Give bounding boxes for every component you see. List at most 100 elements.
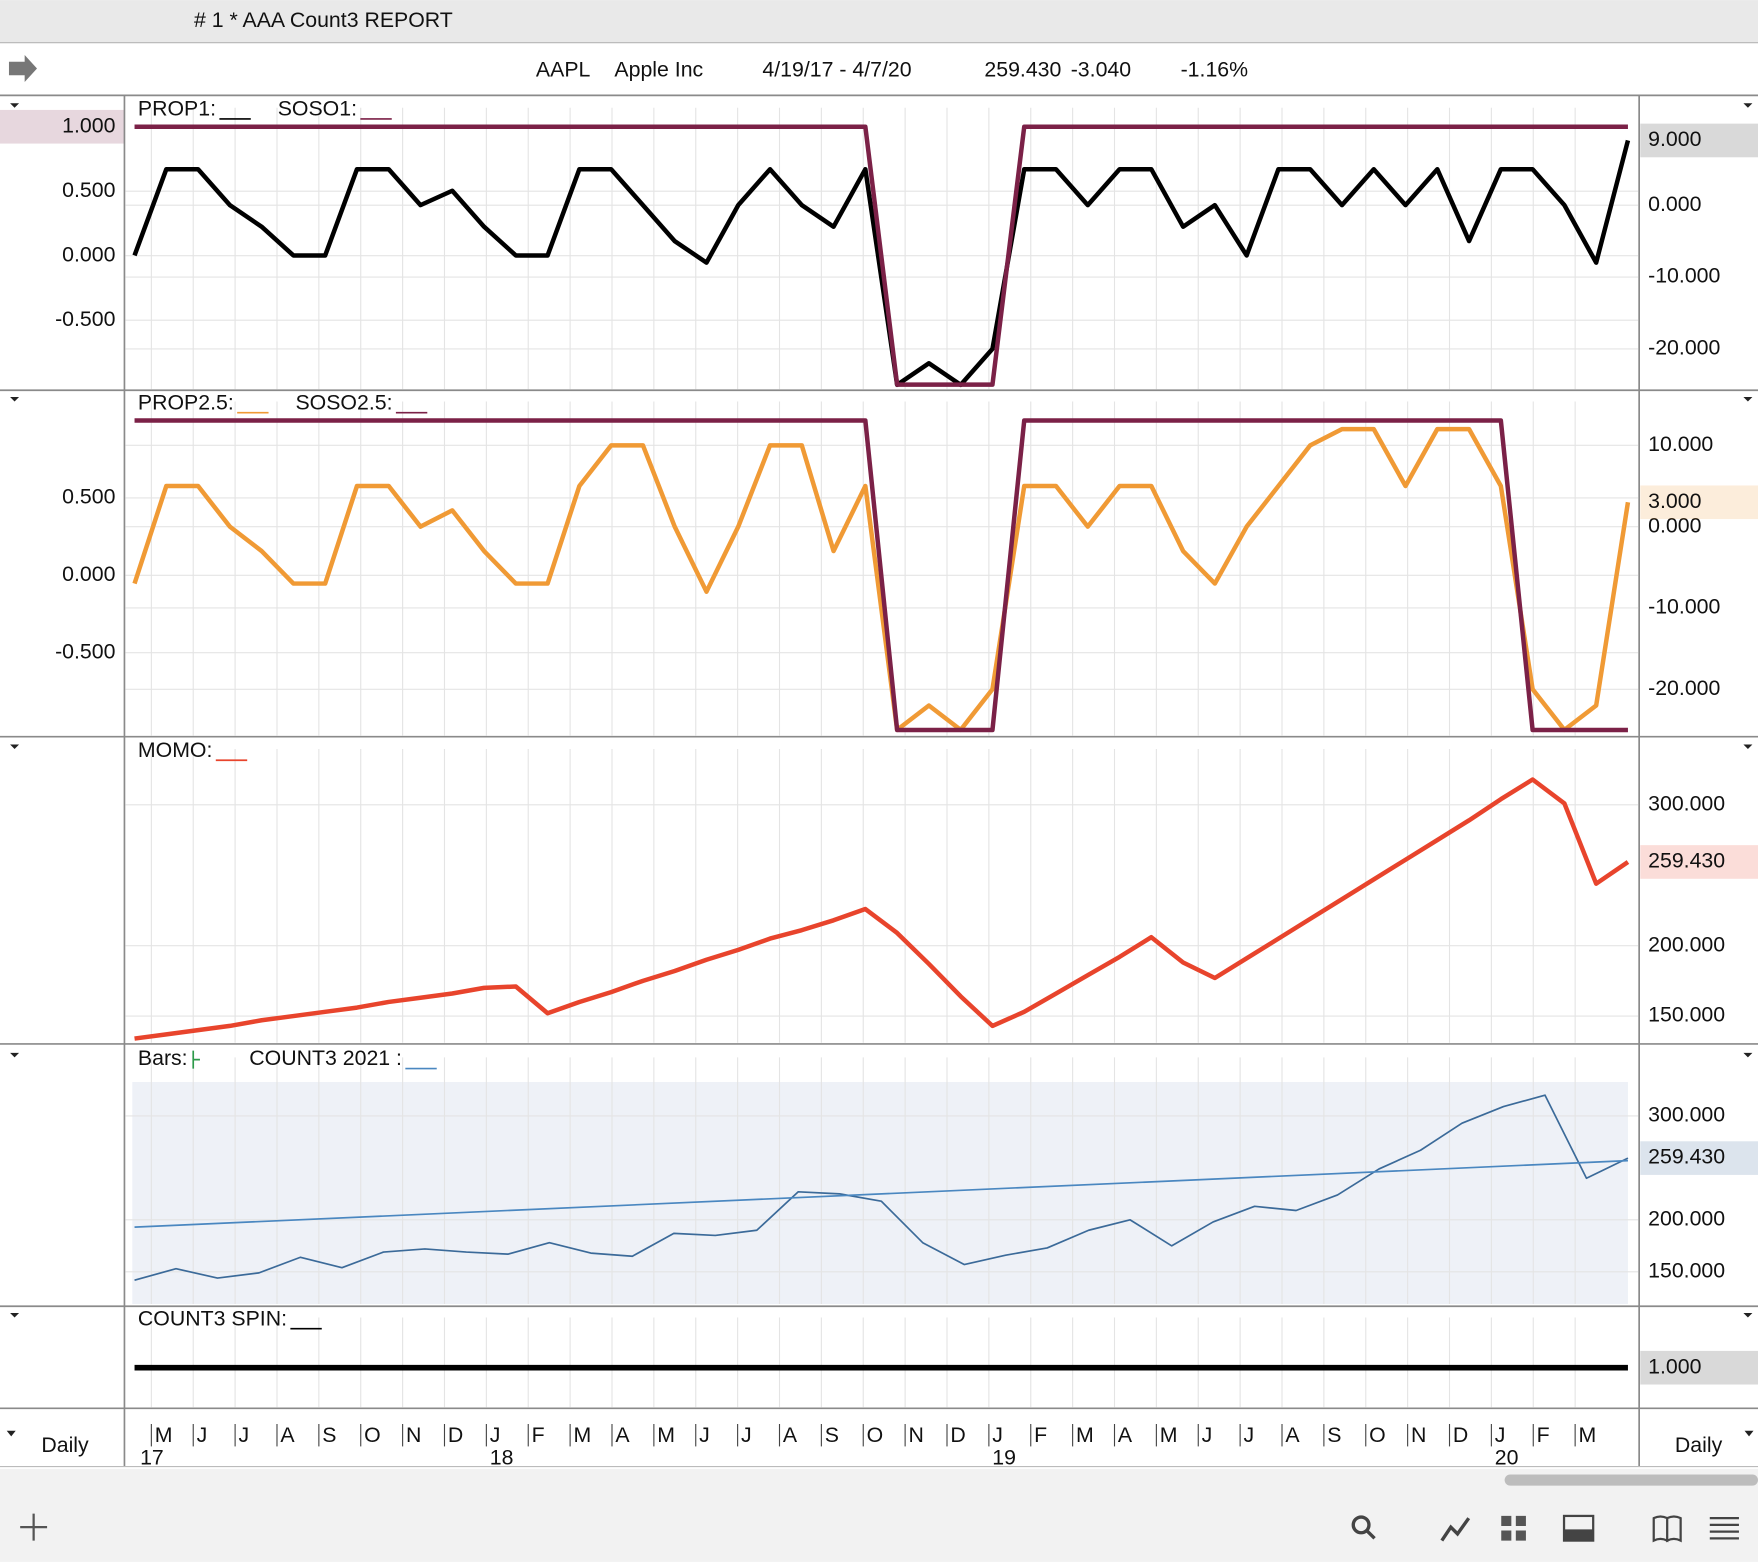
bars-background	[132, 1082, 1628, 1305]
last-value-box	[1640, 123, 1758, 158]
panel-menu-arrow	[10, 103, 1753, 108]
x-month-label: J	[1202, 1423, 1213, 1447]
y-tick-label: -0.500	[55, 307, 116, 331]
x-month-label: A	[615, 1423, 630, 1447]
x-month-label: J	[741, 1423, 752, 1447]
y2-tick-label: 300.000	[1648, 1103, 1725, 1127]
legend-label: PROP1:	[138, 97, 216, 121]
x-month-label: N	[908, 1423, 923, 1447]
last-value-box	[1640, 845, 1758, 879]
series-line	[132, 139, 1631, 388]
x-month-label: F	[1034, 1423, 1047, 1447]
legend-label: COUNT3 SPIN:	[138, 1306, 287, 1330]
x-month-label: M	[657, 1423, 675, 1447]
y-tick-label: 0.000	[62, 562, 115, 586]
legend-label: SOSO1:	[278, 97, 357, 121]
last-value-box	[1640, 485, 1758, 520]
x-month-label: M	[155, 1423, 173, 1447]
x-month-label: J	[490, 1423, 501, 1447]
book-button[interactable]	[1652, 1515, 1682, 1543]
toolbar	[0, 1468, 1758, 1562]
x-month-label: M	[1160, 1423, 1178, 1447]
series-line	[134, 777, 1630, 1041]
series-line	[134, 124, 1628, 387]
x-month-label: J	[1243, 1423, 1254, 1447]
date-range: 4/19/17 - 4/7/20	[762, 57, 911, 81]
x-month-label: F	[532, 1423, 545, 1447]
title-bar	[0, 0, 1758, 43]
change-pct: -1.16%	[1181, 57, 1249, 81]
x-month-label: S	[1327, 1423, 1341, 1447]
y2-tick-label: 200.000	[1648, 932, 1725, 956]
legend-label: PROP2.5:	[138, 390, 234, 414]
y2-tick-label: 150.000	[1648, 1003, 1725, 1027]
x-month-label: M	[1579, 1423, 1597, 1447]
x-month-label: A	[1118, 1423, 1133, 1447]
chart-button[interactable]	[1440, 1517, 1471, 1542]
last-value-label: 259.430	[1648, 849, 1725, 873]
y2-tick-label: 0.000	[1648, 192, 1701, 216]
last-value-label: 1.000	[1648, 1354, 1701, 1378]
last-value-label: 9.000	[1648, 127, 1701, 151]
x-month-label: D	[448, 1423, 463, 1447]
layout-button	[1564, 1529, 1594, 1541]
legend-label: SOSO2.5:	[295, 390, 392, 414]
panel-menu-arrow	[10, 744, 1753, 750]
add-button[interactable]	[20, 1513, 48, 1541]
x-month-label: J	[1495, 1423, 1506, 1447]
last-value-label: 3.000	[1648, 489, 1701, 513]
y2-tick-label: -20.000	[1648, 336, 1720, 360]
y-tick-label: 0.500	[62, 178, 115, 202]
y2-tick-label: 0.000	[1648, 513, 1701, 537]
legend-label: COUNT3 2021 :	[249, 1046, 402, 1070]
x-month-label: D	[1453, 1423, 1468, 1447]
window-title: # 1 * AAA Count3 REPORT	[194, 8, 453, 32]
y-tick-label: 0.500	[62, 485, 115, 509]
legend-symbol	[192, 1050, 200, 1069]
last-value-label: 259.430	[1648, 1145, 1725, 1169]
x-month-label: S	[322, 1423, 336, 1447]
price-bars	[134, 1094, 1629, 1281]
legend-label: MOMO:	[138, 738, 213, 762]
y2-tick-label: 10.000	[1648, 432, 1713, 456]
y-tick-label: -0.500	[55, 639, 116, 663]
x-month-label: A	[280, 1423, 295, 1447]
period-left[interactable]: Daily	[41, 1433, 89, 1457]
x-month-label: N	[1411, 1423, 1426, 1447]
menu-button[interactable]	[1709, 1517, 1739, 1540]
y2-tick-label: 200.000	[1648, 1206, 1725, 1230]
last-value-box	[0, 109, 125, 144]
x-month-label: M	[1076, 1423, 1094, 1447]
x-month-label: O	[364, 1423, 381, 1447]
scrollbar[interactable]	[1504, 1474, 1758, 1486]
y-tick-label: 0.000	[62, 242, 115, 266]
x-month-label: M	[573, 1423, 591, 1447]
x-month-label: J	[238, 1423, 249, 1447]
x-month-label: S	[825, 1423, 839, 1447]
x-month-label: J	[699, 1423, 710, 1447]
company: Apple Inc	[614, 57, 703, 81]
grid-button[interactable]	[1501, 1515, 1526, 1541]
x-month-label: J	[992, 1423, 1003, 1447]
search-button[interactable]	[1351, 1515, 1371, 1535]
search-button	[1365, 1529, 1376, 1540]
last-value-box	[1640, 1141, 1758, 1175]
x-month-label: A	[1285, 1423, 1300, 1447]
x-month-label: O	[867, 1423, 884, 1447]
x-month-label: F	[1537, 1423, 1550, 1447]
y2-tick-label: 150.000	[1648, 1258, 1725, 1282]
x-month-label: O	[1369, 1423, 1386, 1447]
x-month-label: J	[197, 1423, 208, 1447]
last-value-label: 1.000	[62, 113, 115, 137]
series-line	[134, 1159, 1628, 1228]
arrow-button[interactable]	[8, 55, 37, 82]
x-month-label: A	[783, 1423, 798, 1447]
series-line	[132, 426, 1631, 733]
symbol: AAPL	[536, 57, 591, 81]
x-month-label: D	[950, 1423, 965, 1447]
panels: 0.500 0.000 -0.500 0.000 -10.000 -20.000 PROP1…	[0, 95, 1758, 1469]
period-right[interactable]: Daily	[1675, 1433, 1723, 1457]
last-price: 259.430	[984, 57, 1061, 81]
y2-tick-label: -20.000	[1648, 676, 1720, 700]
